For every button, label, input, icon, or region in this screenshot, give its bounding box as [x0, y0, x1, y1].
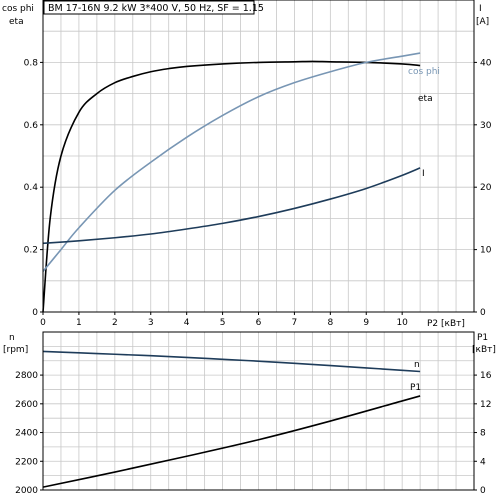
- upper-frame: [40, 0, 477, 315]
- series-label-eta: eta: [418, 94, 433, 104]
- series-label-n: n: [414, 360, 420, 370]
- lower-series: [42, 350, 421, 488]
- x-tick-label: 7: [292, 318, 298, 328]
- upper-grid: [43, 0, 474, 312]
- lower-grid: [43, 332, 474, 490]
- series-line-cos-phi: [42, 52, 421, 272]
- right-tick-label: 10: [480, 246, 492, 256]
- x-tick-label: 9: [363, 318, 369, 328]
- upper-x-axis-label: P2 [кВт]: [427, 319, 465, 329]
- plot-frame: [42, 331, 475, 491]
- x-tick-label: 0: [40, 318, 46, 328]
- left-tick-label: 0.6: [24, 121, 39, 131]
- right-tick-label: 8: [480, 429, 486, 439]
- series-line-n: [42, 350, 421, 373]
- left-tick-label: 0.4: [24, 183, 39, 193]
- lower-frame: [40, 331, 477, 491]
- left-tick-label: 2400: [15, 429, 38, 439]
- right-tick-label: 40: [480, 58, 492, 68]
- left-tick-label: 0.8: [24, 58, 39, 68]
- x-tick-label: 8: [327, 318, 333, 328]
- x-tick-label: 10: [396, 318, 408, 328]
- upper-left-axis-label-bottom: eta: [9, 17, 24, 27]
- upper-left-axis-label-top: cos phi: [2, 4, 34, 14]
- left-tick-label: 2000: [15, 486, 38, 496]
- x-tick-label: 2: [112, 318, 118, 328]
- series-line-p1: [42, 395, 421, 488]
- lower-right-axis-label-top: P1: [477, 333, 488, 343]
- series-label-cos-phi: cos phi: [408, 67, 440, 77]
- lower-right-axis-label-bottom: [кВт]: [472, 345, 496, 355]
- lower-left-axis-label-top: n: [9, 333, 15, 343]
- right-tick-label: 30: [480, 121, 492, 131]
- right-tick-label: 4: [480, 457, 486, 467]
- left-tick-label: 2200: [15, 457, 38, 467]
- right-tick-label: 0: [480, 486, 486, 496]
- right-tick-label: 0: [480, 308, 486, 318]
- upper-series: [42, 52, 421, 313]
- right-tick-label: 16: [480, 371, 492, 381]
- upper-right-axis-label-top: I: [479, 4, 482, 14]
- left-tick-label: 2600: [15, 400, 38, 410]
- series-line-i: [42, 167, 421, 245]
- x-tick-label: 4: [184, 318, 190, 328]
- left-tick-label: 0: [32, 308, 38, 318]
- x-tick-label: 5: [220, 318, 226, 328]
- series-line-eta: [42, 60, 421, 313]
- left-tick-label: 0.2: [24, 246, 38, 256]
- title-box: [43, 0, 255, 15]
- right-tick-label: 12: [480, 400, 491, 410]
- series-label-i: I: [422, 169, 425, 179]
- x-tick-label: 6: [256, 318, 262, 328]
- chart-title: BM 17-16N 9.2 kW 3*400 V, 50 Hz, SF = 1.…: [48, 3, 264, 14]
- x-tick-label: 3: [148, 318, 154, 328]
- left-tick-label: 2800: [15, 371, 38, 381]
- x-tick-label: 1: [76, 318, 82, 328]
- series-label-p1: P1: [410, 383, 421, 393]
- upper-right-axis-label-bottom: [A]: [476, 17, 489, 27]
- lower-left-axis-label-bottom: [rpm]: [3, 345, 28, 355]
- right-tick-label: 20: [480, 183, 492, 193]
